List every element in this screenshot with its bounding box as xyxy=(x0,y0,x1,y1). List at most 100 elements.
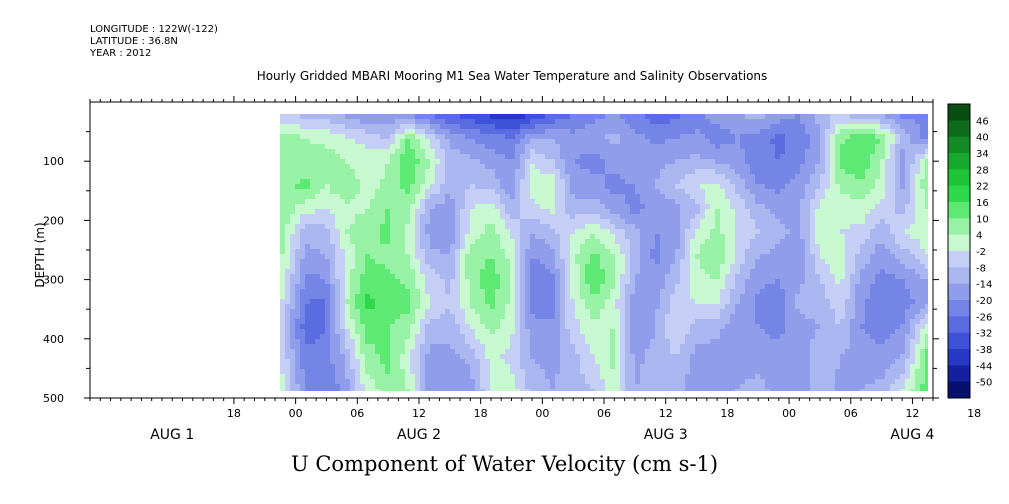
heatmap-cell xyxy=(510,343,516,349)
heatmap-cell xyxy=(715,193,721,199)
heatmap-cell xyxy=(305,278,311,284)
heatmap-cell xyxy=(615,183,621,189)
heatmap-cell xyxy=(680,243,686,249)
heatmap-cell xyxy=(505,238,511,244)
heatmap-cell xyxy=(585,373,591,379)
heatmap-cell xyxy=(295,198,301,204)
heatmap-cell xyxy=(365,263,371,269)
heatmap-cell xyxy=(705,388,711,391)
heatmap-cell xyxy=(400,133,406,139)
heatmap-cell xyxy=(420,243,426,249)
heatmap-cell xyxy=(680,233,686,239)
heatmap-cell xyxy=(450,308,456,314)
heatmap-cell xyxy=(375,143,381,149)
heatmap-cell xyxy=(465,368,471,374)
heatmap-cell xyxy=(550,153,556,159)
heatmap-cell xyxy=(625,228,631,234)
heatmap-cell xyxy=(440,358,446,364)
heatmap-cell xyxy=(340,248,346,254)
heatmap-cell xyxy=(630,153,636,159)
heatmap-cell xyxy=(445,328,451,334)
heatmap-cell xyxy=(285,128,291,134)
heatmap-cell xyxy=(395,293,401,299)
heatmap-cell xyxy=(510,243,516,249)
heatmap-cell xyxy=(550,313,556,319)
heatmap-cell xyxy=(620,358,626,364)
heatmap-cell xyxy=(485,343,491,349)
heatmap-cell xyxy=(625,348,631,354)
heatmap-cell xyxy=(610,113,616,119)
heatmap-cell xyxy=(415,208,421,214)
heatmap-cell xyxy=(605,188,611,194)
heatmap-cell xyxy=(580,208,586,214)
heatmap-cell xyxy=(580,388,586,391)
heatmap-cell xyxy=(345,333,351,339)
heatmap-cell xyxy=(295,113,301,119)
heatmap-cell xyxy=(610,158,616,164)
heatmap-cell xyxy=(475,278,481,284)
heatmap-cell xyxy=(515,313,521,319)
heatmap-cell xyxy=(475,218,481,224)
heatmap-cell xyxy=(530,353,536,359)
heatmap-cell xyxy=(565,348,571,354)
heatmap-cell xyxy=(570,203,576,209)
heatmap-cell xyxy=(595,233,601,239)
heatmap-cell xyxy=(500,188,506,194)
heatmap-cell xyxy=(535,323,541,329)
heatmap-cell xyxy=(645,158,651,164)
heatmap-cell xyxy=(410,133,416,139)
heatmap-cell xyxy=(715,293,721,299)
heatmap-cell xyxy=(520,298,526,304)
heatmap-cell xyxy=(710,333,716,339)
heatmap-cell xyxy=(670,223,676,229)
heatmap-cell xyxy=(460,238,466,244)
heatmap-cell xyxy=(400,353,406,359)
heatmap-cell xyxy=(520,198,526,204)
heatmap-cell xyxy=(465,288,471,294)
heatmap-cell xyxy=(295,343,301,349)
heatmap-cell xyxy=(460,143,466,149)
heatmap-cell xyxy=(615,268,621,274)
heatmap-cell xyxy=(320,248,326,254)
heatmap-cell xyxy=(295,183,301,189)
heatmap-cell xyxy=(440,163,446,169)
heatmap-cell xyxy=(655,198,661,204)
heatmap-cell xyxy=(700,338,706,344)
heatmap-cell xyxy=(500,298,506,304)
heatmap-cell xyxy=(595,338,601,344)
heatmap-cell xyxy=(640,113,646,119)
heatmap-cell xyxy=(720,233,726,239)
heatmap-cell xyxy=(315,323,321,329)
heatmap-cell xyxy=(320,268,326,274)
heatmap-cell xyxy=(520,218,526,224)
heatmap-cell xyxy=(295,383,301,389)
heatmap-cell xyxy=(620,263,626,269)
heatmap-cell xyxy=(395,253,401,259)
heatmap-cell xyxy=(285,218,291,224)
heatmap-cell xyxy=(720,138,726,144)
heatmap-cell xyxy=(680,298,686,304)
heatmap-cell xyxy=(420,323,426,329)
heatmap-cell xyxy=(545,258,551,264)
heatmap-cell xyxy=(515,178,521,184)
heatmap-cell xyxy=(590,318,596,324)
heatmap-cell xyxy=(390,188,396,194)
heatmap-cell xyxy=(380,308,386,314)
heatmap-cell xyxy=(630,183,636,189)
heatmap-cell xyxy=(370,368,376,374)
heatmap-cell xyxy=(300,178,306,184)
heatmap-cell xyxy=(540,333,546,339)
heatmap-cell xyxy=(550,273,556,279)
heatmap-cell xyxy=(665,223,671,229)
heatmap-cell xyxy=(670,163,676,169)
heatmap-cell xyxy=(660,333,666,339)
heatmap-cell xyxy=(505,213,511,219)
heatmap-cell xyxy=(385,198,391,204)
heatmap-cell xyxy=(640,208,646,214)
heatmap-cell xyxy=(355,283,361,289)
heatmap-cell xyxy=(310,318,316,324)
heatmap-cell xyxy=(535,353,541,359)
heatmap-cell xyxy=(325,378,331,384)
heatmap-cell xyxy=(445,353,451,359)
heatmap-cell xyxy=(385,363,391,369)
